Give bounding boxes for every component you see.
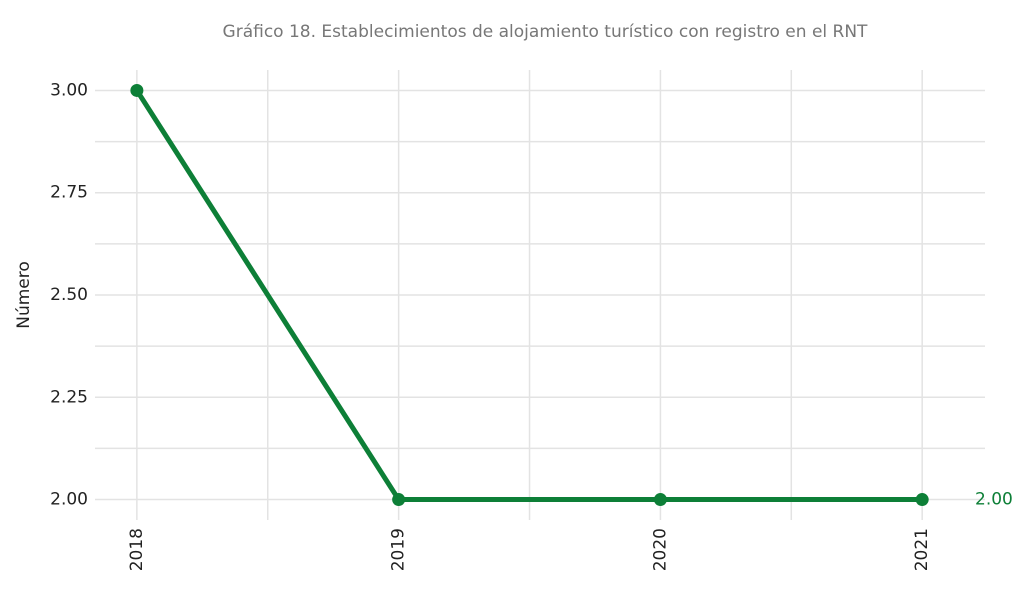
y-axis-label: Número <box>14 261 34 329</box>
y-tick-label: 2.25 <box>50 387 88 407</box>
point <box>653 493 667 507</box>
point <box>392 493 406 507</box>
line <box>134 89 923 503</box>
y-tick-label: 3.00 <box>50 80 88 100</box>
point <box>915 493 929 507</box>
y-tick-label: 2.00 <box>50 490 88 510</box>
y-tick-label: 2.75 <box>50 183 88 203</box>
x-tick-label: 2019 <box>389 528 409 571</box>
x-tick-label: 2018 <box>127 528 147 571</box>
x-tick-label: 2021 <box>912 528 932 571</box>
y-tick-label: 2.50 <box>50 285 88 305</box>
x-tick-label: 2020 <box>650 528 670 571</box>
data-label: 2.00 <box>975 490 1013 510</box>
chart-title: Gráfico 18. Establecimientos de alojamie… <box>223 22 869 42</box>
point <box>130 83 144 97</box>
